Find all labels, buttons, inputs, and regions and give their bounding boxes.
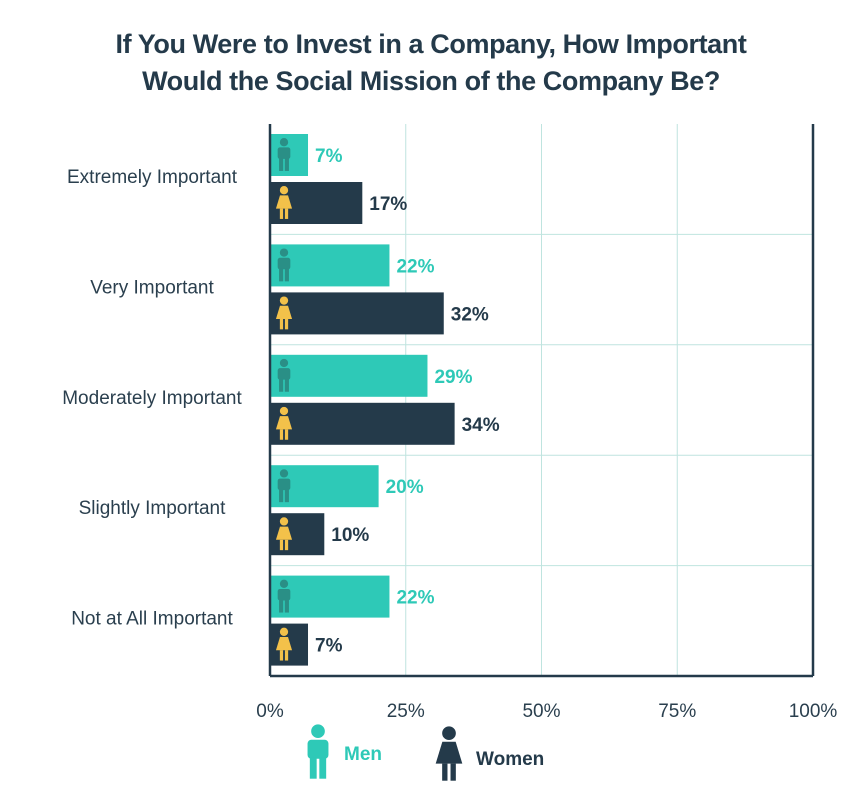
category-label: Moderately Important — [62, 388, 242, 409]
woman-icon — [275, 517, 293, 551]
category-label: Extremely Important — [67, 167, 238, 188]
woman-icon — [275, 186, 293, 219]
gridlines — [405, 124, 678, 676]
category-dividers — [270, 233, 813, 567]
legend-label-men: Men — [344, 744, 382, 765]
axes — [268, 124, 815, 678]
woman-icon — [275, 627, 293, 661]
x-tick-label: 50% — [522, 701, 560, 722]
category-label: Not at All Important — [71, 609, 233, 630]
legend-label-women: Women — [476, 749, 544, 770]
man-icon — [277, 248, 291, 282]
x-tick-labels: 0% 25% 50% 75% 100% — [256, 701, 837, 722]
man-icon — [277, 579, 291, 613]
data-label-women: 32% — [451, 304, 489, 325]
category-label: Slightly Important — [79, 498, 227, 519]
data-label-men: 22% — [396, 256, 434, 277]
man-icon — [277, 469, 291, 503]
man-icon — [277, 138, 291, 171]
chart-title-line-2: Would the Social Mission of the Company … — [142, 66, 720, 96]
data-label-men: 7% — [315, 146, 343, 167]
x-tick-label: 75% — [658, 701, 696, 722]
man-icon — [277, 358, 291, 392]
x-tick-label: 0% — [256, 701, 284, 722]
bar-women — [270, 292, 444, 335]
data-label-men: 20% — [386, 477, 424, 498]
category-label: Very Important — [90, 277, 214, 298]
bar-men — [270, 354, 428, 397]
category-labels: Extremely Important Very Important Moderat… — [62, 167, 242, 630]
x-tick-label: 100% — [789, 701, 838, 722]
x-tick-label: 25% — [387, 701, 425, 722]
woman-icon — [435, 726, 463, 781]
woman-icon — [275, 406, 293, 440]
bar-women — [270, 402, 455, 445]
legend: Men Women — [307, 724, 544, 781]
data-label-men: 29% — [434, 367, 472, 388]
data-label-men: 22% — [396, 588, 434, 609]
data-label-women: 10% — [331, 525, 369, 546]
woman-icon — [275, 296, 293, 330]
data-label-women: 17% — [369, 194, 407, 215]
chart-title: If You Were to Invest in a Company, How … — [0, 26, 862, 100]
man-icon — [307, 724, 329, 779]
bars: 7% 17% 22% 32% 29% 34% 20% 10% 22% 7% — [270, 134, 500, 666]
chart-title-line-1: If You Were to Invest in a Company, How … — [115, 29, 747, 59]
data-label-women: 34% — [462, 415, 500, 436]
data-label-women: 7% — [315, 636, 343, 657]
